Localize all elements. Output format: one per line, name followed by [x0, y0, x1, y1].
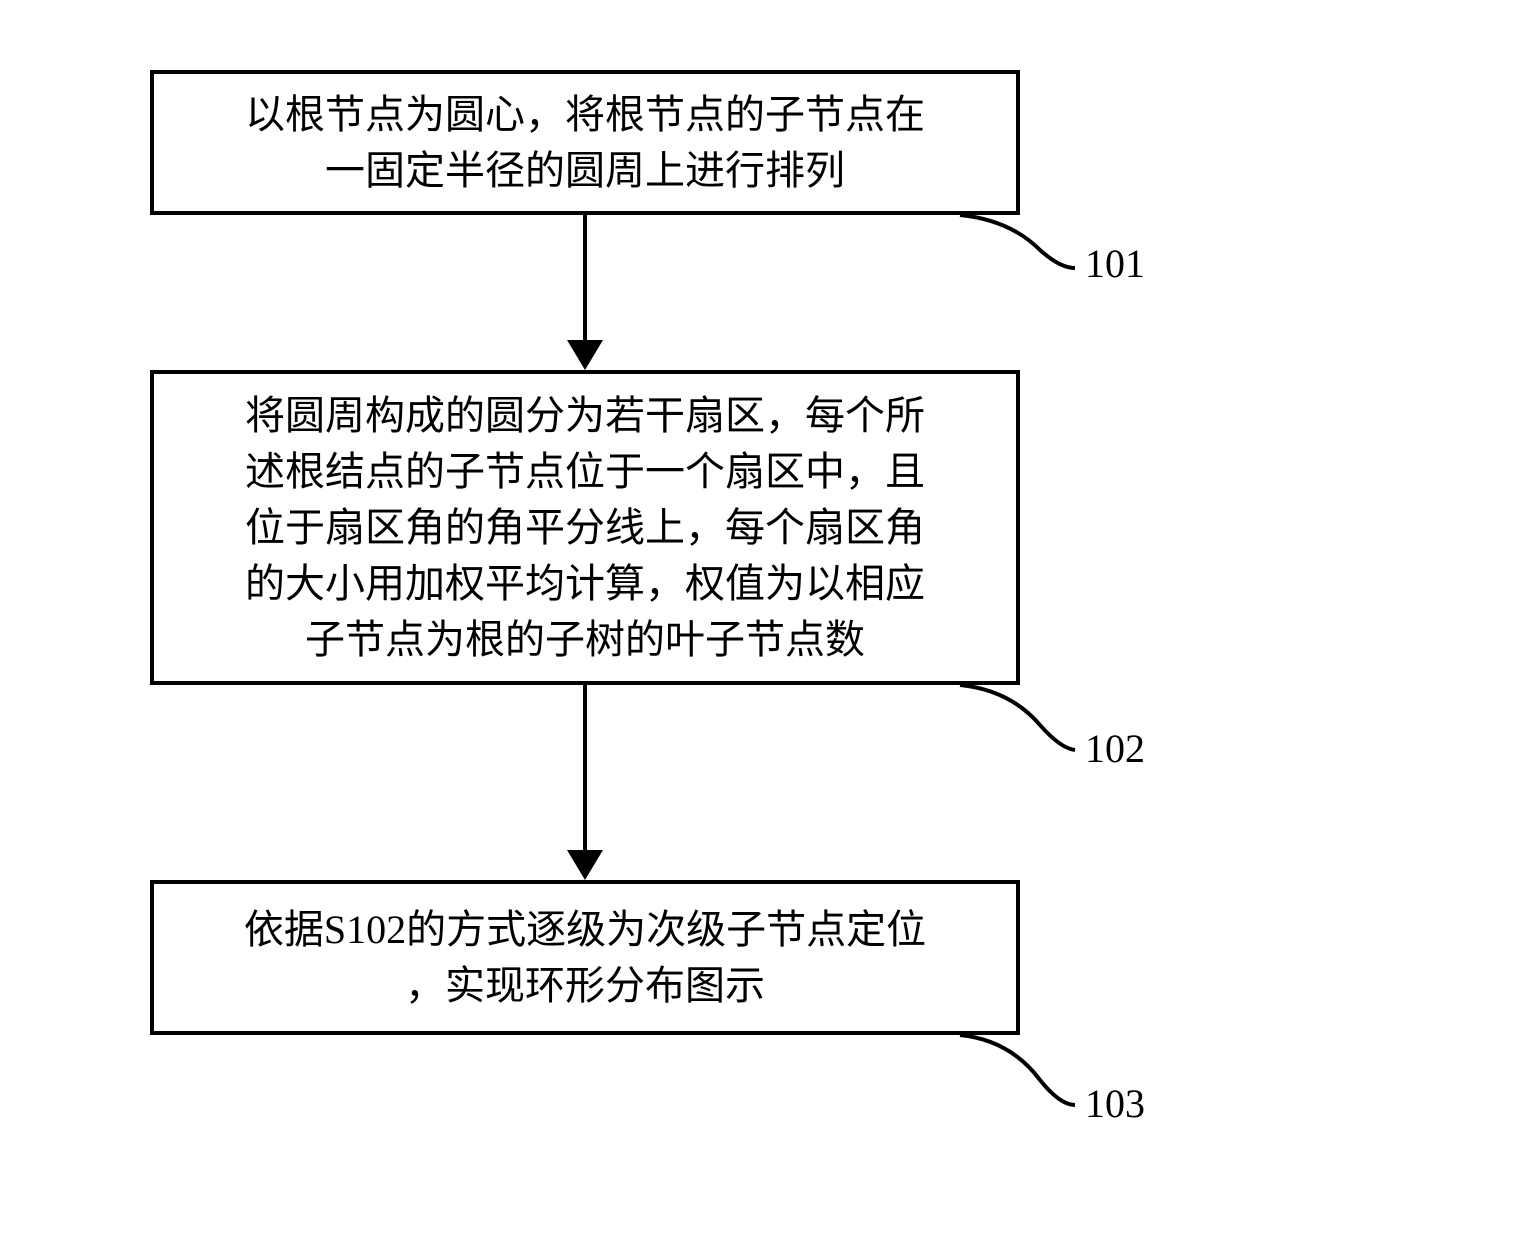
step-text-101: 以根节点为圆心，将根节点的子节点在 一固定半径的圆周上进行排列: [245, 87, 925, 199]
label-101: 101: [1085, 240, 1145, 287]
step-box-101: 以根节点为圆心，将根节点的子节点在 一固定半径的圆周上进行排列: [150, 70, 1020, 215]
step-box-102: 将圆周构成的圆分为若干扇区，每个所 述根结点的子节点位于一个扇区中，且 位于扇区…: [150, 370, 1020, 685]
arrow-2-shaft: [583, 685, 587, 850]
arrow-2-head: [567, 850, 603, 880]
step-text-103: 依据S102的方式逐级为次级子节点定位 ，实现环形分布图示: [244, 902, 926, 1014]
label-103: 103: [1085, 1080, 1145, 1127]
flowchart-canvas: 以根节点为圆心，将根节点的子节点在 一固定半径的圆周上进行排列 将圆周构成的圆分…: [0, 0, 1528, 1240]
label-102: 102: [1085, 725, 1145, 772]
arrow-1-head: [567, 340, 603, 370]
arrow-1-shaft: [583, 215, 587, 345]
step-box-103: 依据S102的方式逐级为次级子节点定位 ，实现环形分布图示: [150, 880, 1020, 1035]
step-text-102: 将圆周构成的圆分为若干扇区，每个所 述根结点的子节点位于一个扇区中，且 位于扇区…: [245, 388, 925, 668]
